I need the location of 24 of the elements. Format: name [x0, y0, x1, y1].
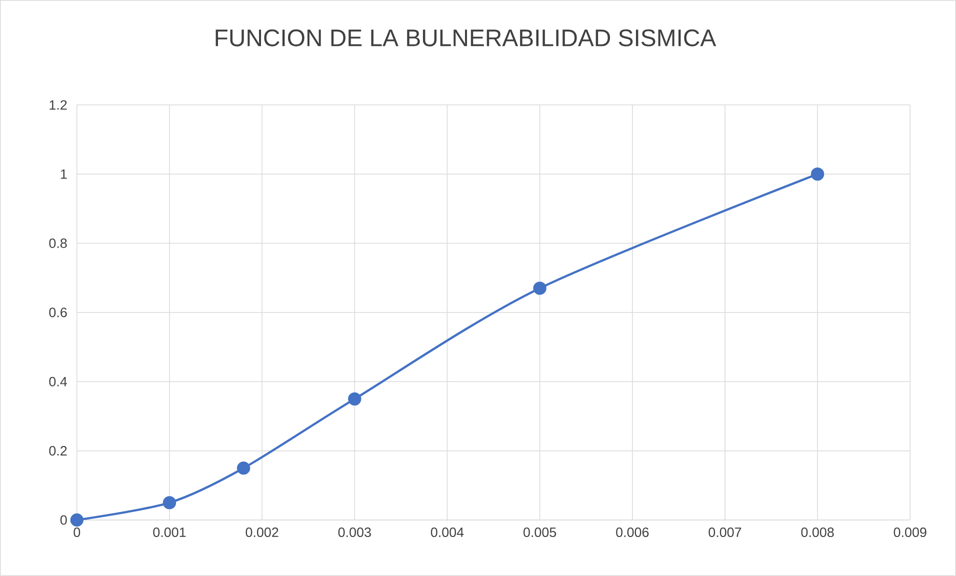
x-tick-label: 0.006	[616, 528, 649, 538]
x-tick-label: 0.005	[524, 528, 556, 538]
y-tick-label: 0.4	[49, 376, 67, 386]
point	[348, 392, 362, 406]
y-tick-label: 0	[60, 515, 67, 525]
x-tick-label: 0.007	[708, 528, 742, 538]
y-tick-label: 1.2	[50, 100, 67, 110]
x-tick-label: 0.002	[246, 528, 278, 538]
chart-title: FUNCION DE LA BULNERABILIDAD SISMICA	[216, 29, 716, 46]
x-tick-label: 0.009	[894, 528, 926, 538]
x-tick-label: 0.008	[801, 528, 834, 538]
point	[70, 513, 84, 527]
x-tick-label: 0	[74, 528, 80, 538]
y-tick-label: 0.2	[49, 446, 67, 456]
point	[810, 168, 824, 181]
x-tick-label: 0.001	[153, 528, 186, 538]
point	[236, 462, 250, 475]
y-tick-label: 1	[60, 169, 67, 179]
point	[162, 496, 176, 510]
point	[533, 282, 546, 295]
y-tick-label: 0.6	[49, 308, 67, 318]
x-tick-label: 0.004	[430, 528, 464, 538]
y-tick-label: 0.8	[49, 238, 67, 248]
x-tick-label: 0.003	[338, 528, 371, 538]
